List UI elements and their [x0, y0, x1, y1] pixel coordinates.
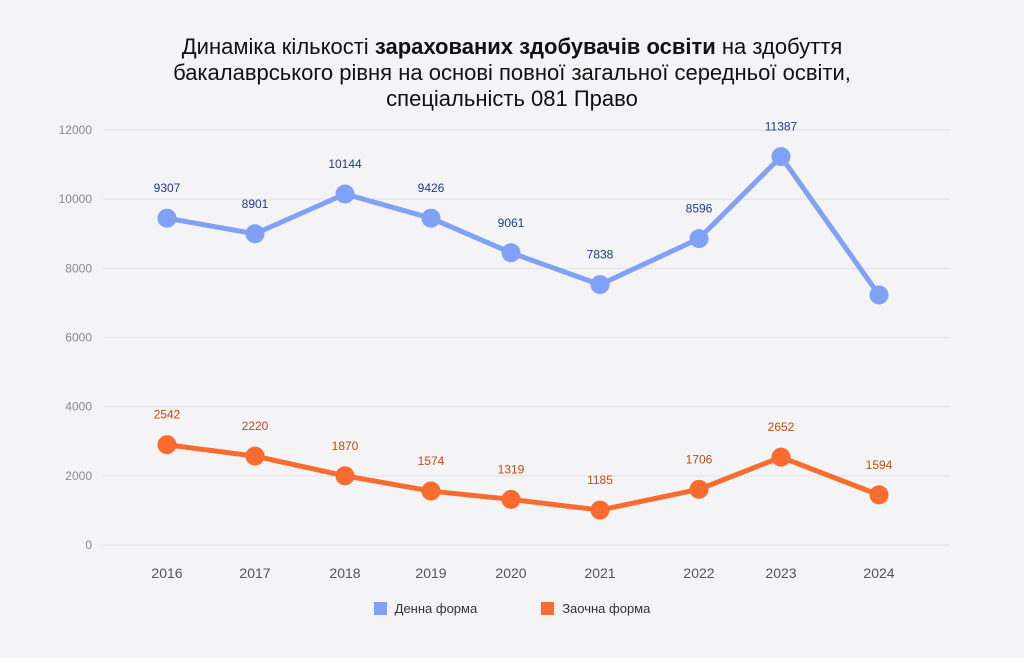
legend-swatch-day [373, 602, 387, 615]
data-point [771, 147, 791, 167]
chart-title: Динаміка кількості зарахованих здобувачі… [0, 34, 1024, 112]
legend-label-day: Денна форма [394, 601, 478, 616]
data-point [421, 208, 441, 228]
data-label: 1185 [587, 473, 613, 487]
data-label: 9307 [154, 181, 181, 195]
legend-item-day[interactable]: Денна форма [373, 601, 478, 616]
data-label: 2542 [154, 408, 181, 422]
data-label: 9061 [498, 216, 525, 230]
data-point [689, 229, 709, 249]
legend: Денна форма Заочна форма [0, 601, 1024, 616]
data-label: 1319 [498, 462, 525, 476]
data-point [590, 275, 610, 295]
x-tick-label: 2016 [151, 565, 182, 581]
data-label: 8596 [686, 202, 713, 216]
data-label: 1870 [332, 439, 359, 453]
data-label: 10144 [328, 157, 362, 171]
data-point [869, 285, 889, 305]
data-label: 7838 [587, 248, 614, 262]
data-point [335, 466, 355, 486]
x-tick-label: 2020 [495, 565, 526, 581]
data-label: 2220 [242, 419, 269, 433]
title-line-2: бакалаврського рівня на основі повної за… [173, 60, 851, 85]
data-point [869, 485, 889, 505]
title-line-1: Динаміка кількості зарахованих здобувачі… [0, 34, 1024, 60]
data-point [501, 489, 521, 509]
data-point [157, 435, 177, 455]
y-tick-label: 2000 [65, 469, 92, 483]
data-label: 11387 [765, 120, 798, 134]
x-tick-label: 2023 [765, 565, 796, 581]
x-tick-label: 2018 [329, 565, 360, 581]
data-point [245, 224, 265, 244]
x-tick-label: 2021 [584, 565, 615, 581]
x-tick-label: 2019 [415, 565, 446, 581]
y-tick-label: 6000 [65, 331, 92, 345]
data-point [689, 479, 709, 499]
x-tick-label: 2022 [683, 565, 714, 581]
data-point [157, 208, 177, 228]
data-point [335, 184, 355, 204]
data-point [771, 447, 791, 467]
data-point [590, 500, 610, 520]
y-tick-label: 10000 [59, 192, 93, 206]
title-line-1-post: на здобуття [715, 34, 843, 59]
data-label: 2652 [768, 420, 795, 434]
legend-swatch-correspondence [541, 602, 555, 615]
title-line-1-pre: Динаміка кількості [181, 34, 375, 59]
data-point [501, 243, 521, 263]
title-line-1-bold: зарахованих здобувачів освіти [374, 34, 716, 59]
data-point [245, 446, 265, 466]
data-label: 1706 [686, 452, 713, 466]
y-tick-label: 12000 [59, 123, 93, 137]
y-tick-label: 0 [85, 538, 92, 552]
title-line-3: спеціальність 081 Право [386, 86, 638, 111]
y-tick-label: 4000 [65, 400, 92, 414]
x-tick-label: 2024 [863, 565, 894, 581]
legend-item-correspondence[interactable]: Заочна форма [541, 601, 650, 616]
data-point [421, 481, 441, 501]
legend-label-correspondence: Заочна форма [562, 601, 651, 616]
data-label: 1594 [866, 458, 893, 472]
y-tick-label: 8000 [65, 261, 92, 275]
x-tick-label: 2017 [239, 565, 270, 581]
data-label: 8901 [242, 197, 269, 211]
data-label: 1574 [418, 454, 445, 468]
data-label: 9426 [418, 181, 445, 195]
